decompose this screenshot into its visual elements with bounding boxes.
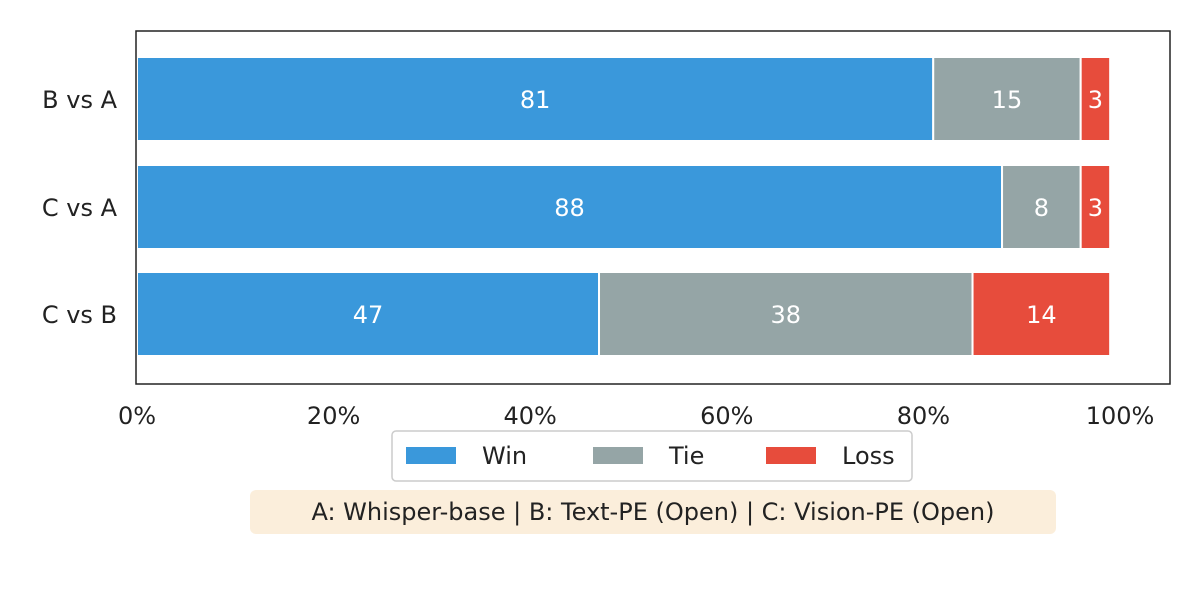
bar-label-win-c-vs-a: 88 — [554, 194, 585, 222]
bar-win-b-vs-a — [136, 56, 935, 142]
y-tick-label: B vs A — [42, 86, 117, 114]
x-tick-label: 0% — [118, 402, 156, 430]
bar-loss-c-vs-a — [1079, 164, 1112, 250]
x-tick-label: 20% — [307, 402, 360, 430]
bar-label-tie-c-vs-a: 8 — [1034, 194, 1049, 222]
series-key-caption: A: Whisper-base | B: Text-PE (Open) | C:… — [250, 490, 1056, 534]
legend-swatch-tie — [593, 447, 643, 464]
bar-label-loss-c-vs-b: 14 — [1026, 301, 1057, 329]
bar-tie-c-vs-b — [598, 271, 974, 357]
bars-group: 81 15 388 8 347 38 14 — [136, 56, 1112, 357]
x-tick-label: 60% — [700, 402, 753, 430]
x-axis-labels: 0% 20% 40% 60% 80% 100% — [118, 402, 1154, 430]
bar-label-win-c-vs-b: 47 — [353, 301, 384, 329]
legend-label-tie: Tie — [668, 442, 704, 470]
y-axis-labels: B vs A C vs A C vs B — [42, 86, 118, 329]
bar-win-c-vs-a — [136, 164, 1004, 250]
bar-loss-b-vs-a — [1079, 56, 1112, 142]
bar-label-tie-c-vs-b: 38 — [771, 301, 802, 329]
legend-swatch-loss — [766, 447, 816, 464]
bar-label-loss-b-vs-a: 3 — [1088, 86, 1103, 114]
legend-label-win: Win — [482, 442, 527, 470]
bar-label-tie-b-vs-a: 15 — [992, 86, 1023, 114]
y-tick-label: C vs A — [42, 194, 118, 222]
x-tick-label: 80% — [897, 402, 950, 430]
y-tick-label: C vs B — [42, 301, 117, 329]
bar-tie-b-vs-a — [932, 56, 1082, 142]
x-tick-label: 100% — [1086, 402, 1155, 430]
bar-win-c-vs-b — [136, 271, 601, 357]
legend: Win Tie Loss — [391, 430, 913, 482]
x-tick-label: 40% — [504, 402, 557, 430]
legend-swatch-win — [406, 447, 456, 464]
bar-label-loss-c-vs-a: 3 — [1088, 194, 1103, 222]
legend-label-loss: Loss — [842, 442, 895, 470]
plot-frame — [135, 30, 1171, 385]
bar-tie-c-vs-a — [1001, 164, 1082, 250]
bar-label-win-b-vs-a: 81 — [520, 86, 551, 114]
legend-frame — [391, 430, 913, 482]
bar-loss-c-vs-b — [971, 271, 1112, 357]
